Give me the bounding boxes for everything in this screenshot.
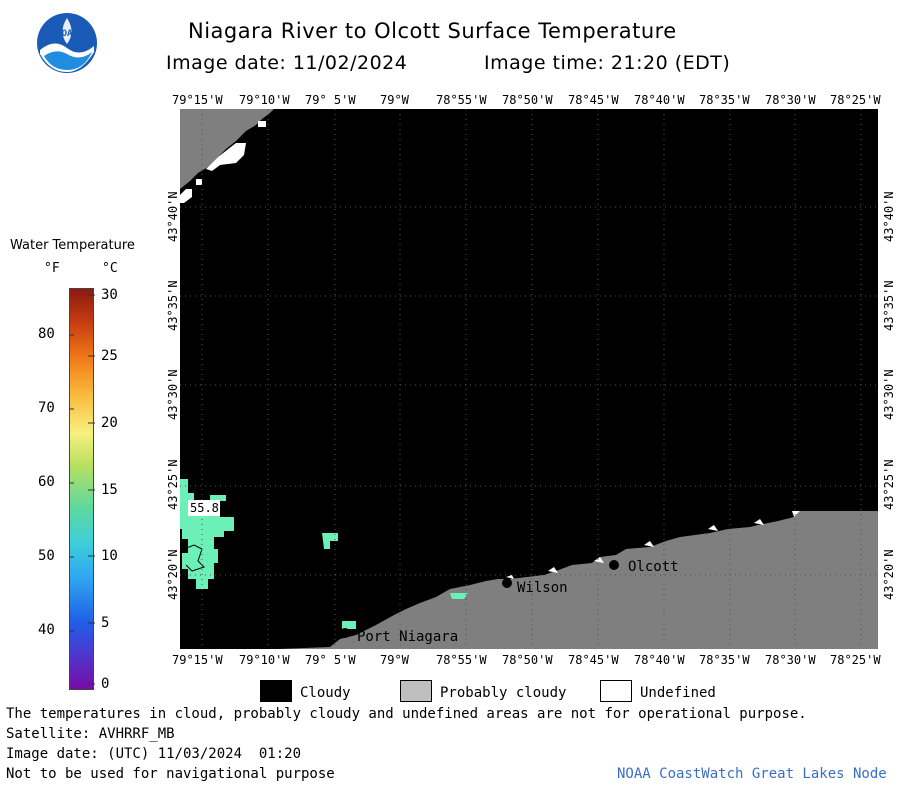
image-time: Image time: 21:20 (EDT) bbox=[484, 52, 731, 74]
lon-label-bottom: 78°35'W bbox=[699, 653, 750, 667]
lon-label-bottom: 78°30'W bbox=[765, 653, 816, 667]
undefined-edges-south bbox=[506, 511, 800, 579]
lat-label-left: 43°20'N bbox=[166, 549, 180, 600]
lon-label-top: 78°25'W bbox=[830, 93, 881, 107]
lat-label-left: 43°35'N bbox=[166, 280, 180, 331]
lon-label-bottom: 78°50'W bbox=[502, 653, 553, 667]
image-date: Image date: 11/02/2024 bbox=[166, 52, 408, 74]
logo-text: NOAA bbox=[56, 29, 78, 39]
lon-label-top: 79°15'W bbox=[172, 93, 223, 107]
footer-credit: NOAA CoastWatch Great Lakes Node bbox=[617, 766, 887, 782]
legend-title: Water Temperature bbox=[10, 238, 135, 253]
temp-reading-box bbox=[188, 500, 220, 516]
place-label-olcott: Olcott bbox=[628, 559, 679, 575]
legend-f-60: 60 bbox=[38, 474, 55, 490]
legend-c-0: 0 bbox=[101, 676, 110, 692]
legend-f-40: 40 bbox=[38, 622, 55, 638]
key-undefined-swatch bbox=[600, 680, 632, 702]
legend-f-50: 50 bbox=[38, 548, 55, 564]
lon-label-bottom: 79°10'W bbox=[239, 653, 290, 667]
lat-label-left: 43°30'N bbox=[166, 369, 180, 420]
lat-label-right: 43°25'N bbox=[882, 459, 896, 510]
legend-c-15: 15 bbox=[101, 482, 118, 498]
map-gridlines bbox=[180, 109, 878, 649]
lat-label-left: 43°25'N bbox=[166, 459, 180, 510]
lon-label-bottom: 78°25'W bbox=[830, 653, 881, 667]
wilson-marker bbox=[502, 578, 512, 588]
footer-satellite: Satellite: AVHRRF_MB bbox=[6, 726, 175, 742]
lon-label-bottom: 79° 5'W bbox=[305, 653, 356, 667]
south-land-area bbox=[278, 511, 878, 649]
lat-label-right: 43°35'N bbox=[882, 280, 896, 331]
footer-utc-date: Image date: (UTC) 11/03/2024 01:20 bbox=[6, 746, 302, 762]
lon-label-top: 78°50'W bbox=[502, 93, 553, 107]
lon-label-bottom: 79°W bbox=[380, 653, 409, 667]
lon-label-top: 78°40'W bbox=[634, 93, 685, 107]
footer-nav-note: Not to be used for navigational purpose bbox=[6, 766, 335, 782]
lon-label-top: 79°10'W bbox=[239, 93, 290, 107]
lon-label-top: 78°35'W bbox=[699, 93, 750, 107]
legend-c-20: 20 bbox=[101, 415, 118, 431]
legend-c-30: 30 bbox=[101, 287, 118, 303]
port-niagara-marker bbox=[340, 628, 350, 638]
key-probably-cloudy-swatch bbox=[400, 680, 432, 702]
lon-label-bottom: 79°15'W bbox=[172, 653, 223, 667]
nw-land-area bbox=[180, 109, 274, 189]
page-title: Niagara River to Olcott Surface Temperat… bbox=[188, 19, 677, 43]
lat-label-right: 43°20'N bbox=[882, 549, 896, 600]
lon-label-top: 78°30'W bbox=[765, 93, 816, 107]
place-label-wilson: Wilson bbox=[517, 580, 568, 596]
legend-ticks bbox=[69, 294, 95, 685]
key-probably-cloudy-label: Probably cloudy bbox=[440, 685, 567, 701]
key-undefined-label: Undefined bbox=[640, 685, 716, 701]
legend-unit-c: °C bbox=[102, 261, 118, 276]
lat-label-right: 43°30'N bbox=[882, 369, 896, 420]
legend-c-25: 25 bbox=[101, 348, 118, 364]
lat-label-left: 43°40'N bbox=[166, 191, 180, 242]
legend-f-80: 80 bbox=[38, 326, 55, 342]
lon-label-bottom: 78°45'W bbox=[568, 653, 619, 667]
lon-label-top: 79° 5'W bbox=[305, 93, 356, 107]
temp-reading-label: 55.8 bbox=[190, 501, 219, 515]
lat-label-right: 43°40'N bbox=[882, 191, 896, 242]
legend-c-5: 5 bbox=[101, 615, 110, 631]
lon-label-top: 78°45'W bbox=[568, 93, 619, 107]
undefined-patches-nw bbox=[180, 121, 266, 203]
key-cloudy-label: Cloudy bbox=[300, 685, 351, 701]
noaa-logo: NOAA bbox=[36, 12, 98, 74]
lon-label-bottom: 78°55'W bbox=[436, 653, 487, 667]
lon-label-top: 79°W bbox=[380, 93, 409, 107]
key-cloudy-swatch bbox=[260, 680, 292, 702]
olcott-marker bbox=[609, 560, 619, 570]
footer-note: The temperatures in cloud, probably clou… bbox=[6, 706, 807, 722]
legend-c-10: 10 bbox=[101, 548, 118, 564]
lon-label-bottom: 78°40'W bbox=[634, 653, 685, 667]
place-label-port-niagara: Port Niagara bbox=[357, 629, 459, 645]
legend-unit-f: °F bbox=[44, 261, 60, 276]
temperature-map bbox=[180, 109, 878, 649]
legend-f-70: 70 bbox=[38, 400, 55, 416]
lon-label-top: 78°55'W bbox=[436, 93, 487, 107]
